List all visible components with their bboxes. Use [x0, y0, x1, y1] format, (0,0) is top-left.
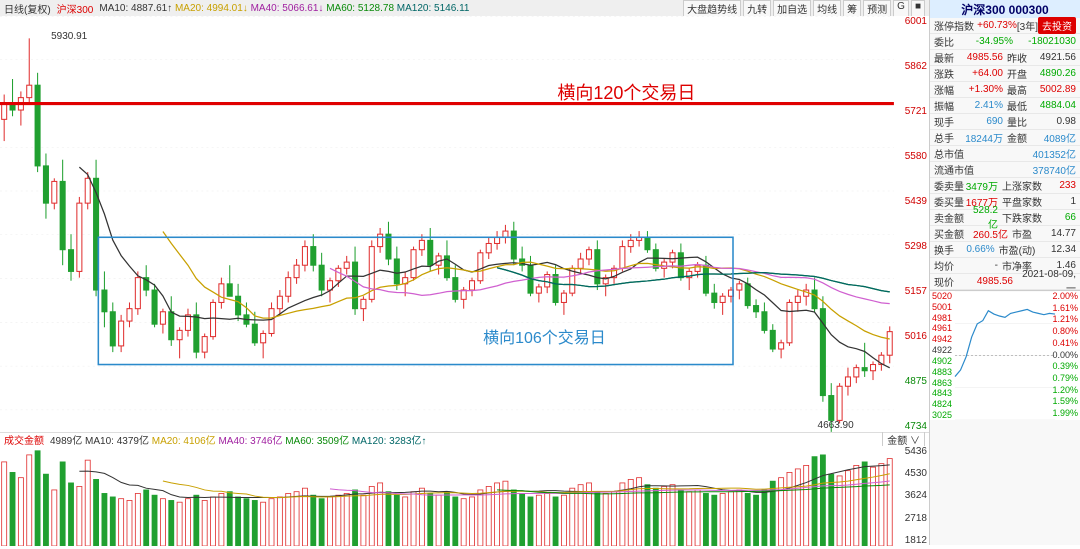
y-tick-label: 5439 — [897, 196, 927, 207]
y-tick-label: 5298 — [897, 241, 927, 252]
y-tick-label: 5016 — [897, 331, 927, 342]
vol-y-tick: 1812 — [897, 535, 927, 546]
y-tick-label: 4875 — [897, 376, 927, 387]
quote-row: 换手0.66%市盈(动)12.34 — [930, 242, 1080, 258]
volume-chart[interactable]: 5436 4530 3624 2718 1812 — [0, 446, 929, 546]
ma-label: MA10: 4887.61↑ — [99, 3, 172, 14]
header-tab[interactable]: 筹 — [843, 0, 861, 17]
header-tabs: 大盘趋势线九转加自选均线筹预测G■ — [683, 0, 925, 17]
quote-row: 现手690量比0.98 — [930, 114, 1080, 130]
annotation-106-days: 横向106个交易日 — [483, 324, 606, 348]
y-tick-label: 6001 — [897, 16, 927, 27]
y-tick-label: 5721 — [897, 106, 927, 117]
quote-row: 振幅2.41%最低4884.04 — [930, 98, 1080, 114]
quote-row: 总手18244万金额4089亿 — [930, 130, 1080, 146]
volume-title: 成交金额 — [4, 432, 44, 447]
period-label: 日线(复权) — [4, 1, 51, 16]
y-tick-label: 5157 — [897, 286, 927, 297]
quote-row: 买金额260.5亿市盈14.77 — [930, 226, 1080, 242]
y-tick-label: 5580 — [897, 151, 927, 162]
quote-row: 最新4985.56昨收4921.56 — [930, 50, 1080, 66]
quote-row: 流通市值378740亿 — [930, 162, 1080, 178]
quote-row: 涨跌+64.00开盘4890.26 — [930, 66, 1080, 82]
chart-header: 日线(复权) 沪深300 MA10: 4887.61↑ MA20: 4994.0… — [0, 0, 929, 16]
ma-label: MA60: 5128.78 — [326, 3, 394, 14]
vol-y-tick: 2718 — [897, 513, 927, 524]
quote-row: 委买量1677万平盘家数1 — [930, 194, 1080, 210]
quote-row: 卖金额528.2亿下跌家数66 — [930, 210, 1080, 226]
y-tick-label: 4734 — [897, 421, 927, 432]
quote-row: 总市值401352亿 — [930, 146, 1080, 162]
header-tab[interactable]: G — [893, 0, 909, 17]
ma-label: MA20: 4994.01↓ — [175, 3, 248, 14]
header-tab[interactable]: 加自选 — [773, 0, 811, 17]
quote-row: 涨幅+1.30%最高5002.89 — [930, 82, 1080, 98]
annotation-120-days: 横向120个交易日 — [557, 79, 695, 105]
vol-y-tick: 5436 — [897, 446, 927, 457]
stat-bar: 涨停指数 +60.73% [3年] 去投资 — [930, 18, 1080, 34]
volume-header: 成交金额 4989亿 MA10: 4379亿 MA20: 4106亿 MA40:… — [0, 432, 929, 446]
intraday-mini-chart[interactable]: 5020500149814961494249224902488348634843… — [930, 290, 1080, 420]
index-name: 沪深300 — [57, 1, 94, 16]
main-candlestick-chart[interactable]: 6001 5862 5721 5580 5439 5298 5157 5016 4875 4734… — [0, 16, 929, 432]
quote-row: 委比-34.95%-18021030 — [930, 34, 1080, 50]
trough-value-label: 4663.90 — [818, 420, 854, 431]
ma-label: MA120: 5146.11 — [397, 3, 470, 14]
header-tab[interactable]: 预测 — [863, 0, 891, 17]
invest-button[interactable]: 去投资 — [1038, 17, 1076, 34]
quote-row: 现价4985.562021-08-09,一 — [930, 274, 1080, 290]
header-tab[interactable]: 大盘趋势线 — [683, 0, 741, 17]
y-tick-label: 5862 — [897, 61, 927, 72]
ma-label: MA40: 5066.61↓ — [251, 3, 324, 14]
quote-row: 委卖量3479万上涨家数233 — [930, 178, 1080, 194]
quote-panel: 沪深300 000300 涨停指数 +60.73% [3年] 去投资 委比-34… — [930, 0, 1080, 545]
header-tab[interactable]: 均线 — [813, 0, 841, 17]
header-tab[interactable]: ■ — [911, 0, 925, 17]
vol-y-tick: 3624 — [897, 490, 927, 501]
peak-value-label: 5930.91 — [51, 31, 87, 42]
header-tab[interactable]: 九转 — [743, 0, 771, 17]
vol-y-tick: 4530 — [897, 468, 927, 479]
index-title: 沪深300 000300 — [930, 0, 1080, 18]
